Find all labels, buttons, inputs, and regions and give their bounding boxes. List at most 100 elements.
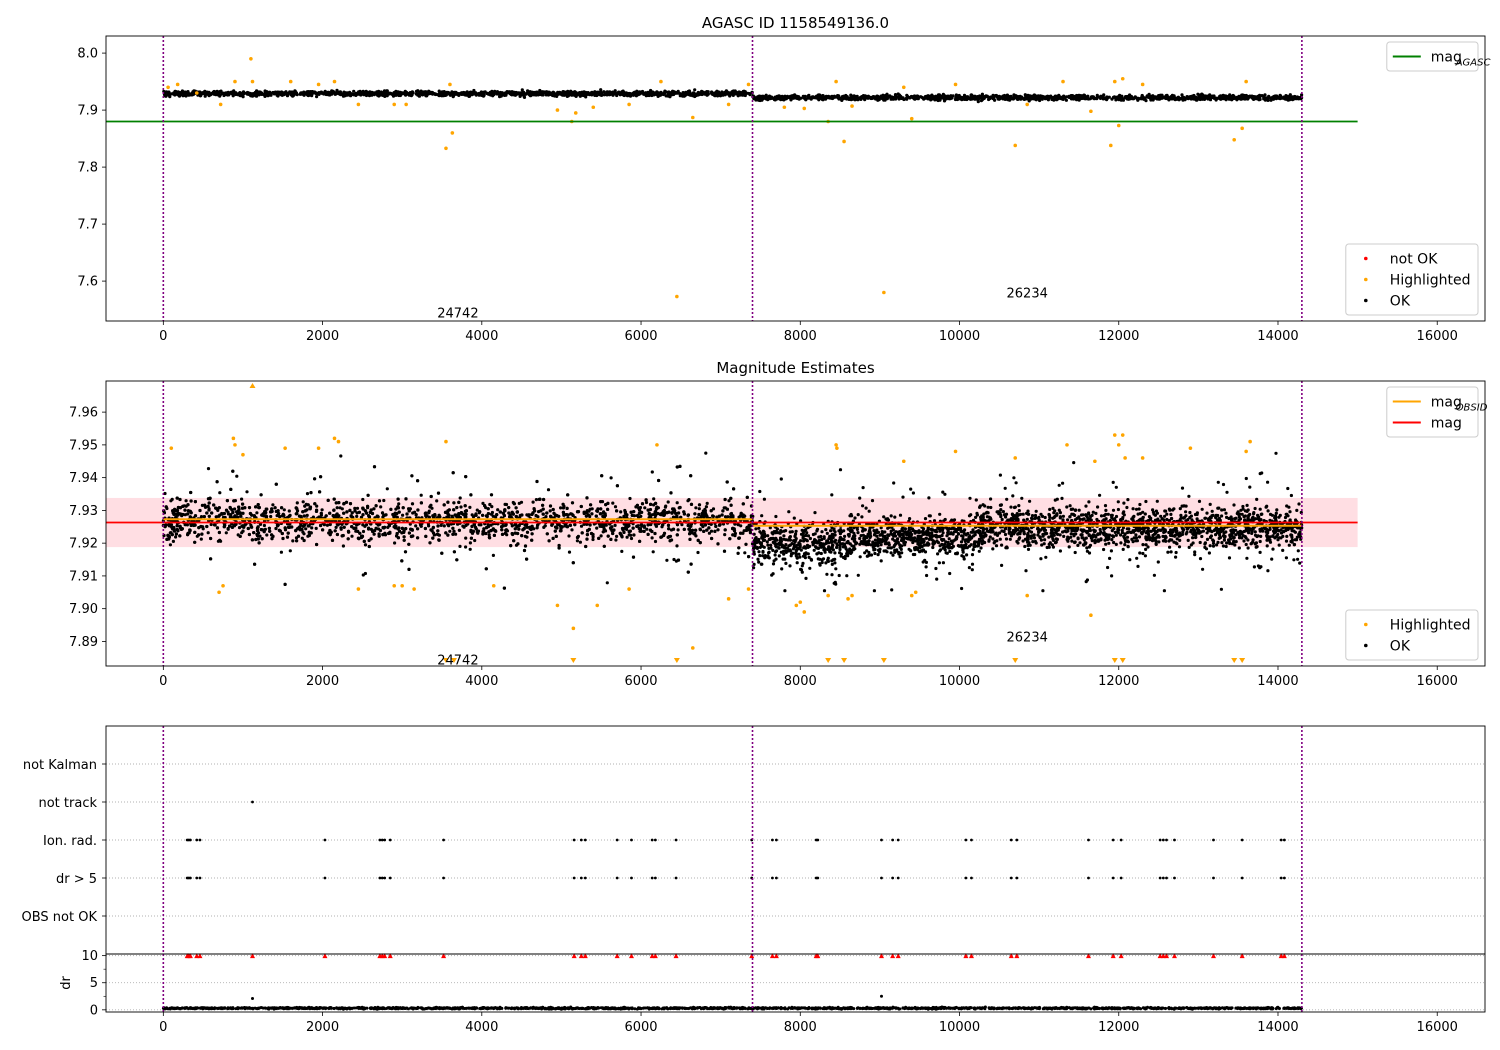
panel-title: AGASC ID 1158549136.0 [702,14,889,32]
ok-point [331,514,335,518]
ok-point [736,551,740,555]
ok-point [226,90,230,94]
ok-point [582,510,586,514]
x-tick-label: 4000 [465,329,498,344]
legend-dot-swatch [1364,256,1368,261]
ok-point [435,499,439,503]
ok-point [1263,93,1267,97]
ok-point [325,523,329,527]
ok-point [331,91,335,95]
ok-point [729,503,733,507]
ok-point [854,95,858,99]
ok-point [469,92,474,96]
ok-point [281,536,285,541]
ok-point [599,88,603,92]
ok-point [479,90,483,94]
ok-point [1196,92,1200,96]
ok-point [427,510,431,515]
ok-point [837,97,841,101]
ok-point [479,523,483,527]
y-tick-label: 7.9 [77,104,98,119]
highlighted-point [448,82,452,87]
ok-point [1012,95,1016,99]
ok-point [229,513,233,517]
ok-point [484,531,488,536]
ok-point [926,97,930,101]
ok-point [575,510,580,514]
ok-point [222,525,226,529]
ok-point [589,503,593,507]
ok-point [1187,95,1192,99]
ok-point [427,524,431,528]
ok-point [613,505,618,509]
ok-point [856,98,860,102]
ok-point [434,92,438,97]
ok-point [267,526,271,531]
ok-point [285,535,290,539]
ok-point [573,523,577,527]
ok-point [725,507,730,511]
ok-point [534,498,539,502]
ok-point [458,496,462,500]
ok-point [397,93,401,98]
highlighted-point [901,85,906,90]
x-tick-label: 6000 [624,329,657,344]
y-tick-label: 7.7 [77,218,98,233]
ok-point [525,557,529,561]
ok-point [672,557,676,562]
ok-point [457,93,461,97]
ok-point [694,506,698,510]
ok-point [256,525,260,529]
ok-point [239,93,243,98]
ok-point [265,533,269,537]
ok-point [539,90,543,94]
ok-point [1173,98,1177,102]
ok-point [218,538,222,543]
ok-point [301,500,305,504]
ok-point [548,92,552,97]
highlighted-point [166,85,170,90]
x-tick-label: 16000 [1417,329,1458,344]
ok-point [817,93,821,97]
ok-point [416,508,420,512]
ok-point [231,94,235,98]
ok-point [458,544,462,549]
ok-point [598,512,603,516]
ok-point [770,96,774,100]
highlighted-point [746,82,751,87]
ok-point [182,93,187,97]
ok-point [274,482,278,486]
ok-point [676,528,680,532]
ok-point [605,581,609,585]
ok-point [347,530,351,534]
ok-point [561,90,565,94]
highlighted-point [1089,109,1093,114]
ok-point [693,92,698,96]
ok-point [334,501,338,505]
ok-point [710,536,714,541]
ok-point [460,91,464,95]
ok-point [793,95,797,99]
ok-point [1158,97,1162,101]
ok-point [764,93,768,97]
ok-point [686,513,691,517]
ok-point [966,95,970,99]
ok-point [193,500,197,504]
ok-point [575,535,580,540]
ok-point [599,534,603,538]
ok-point [297,514,302,518]
ok-point [453,90,457,94]
ok-point [554,534,558,539]
ok-point [1125,96,1129,100]
ok-point [628,496,632,501]
ok-point [640,89,645,94]
highlighted-point [850,104,854,108]
highlighted-point [444,146,448,151]
y-tick-label: 7.90 [69,602,98,617]
y-tick-label: 7.96 [69,406,98,421]
ok-point [269,514,273,519]
ok-point [696,550,700,555]
ok-point [1205,94,1209,98]
ok-point [520,91,524,95]
ok-point [235,474,239,478]
